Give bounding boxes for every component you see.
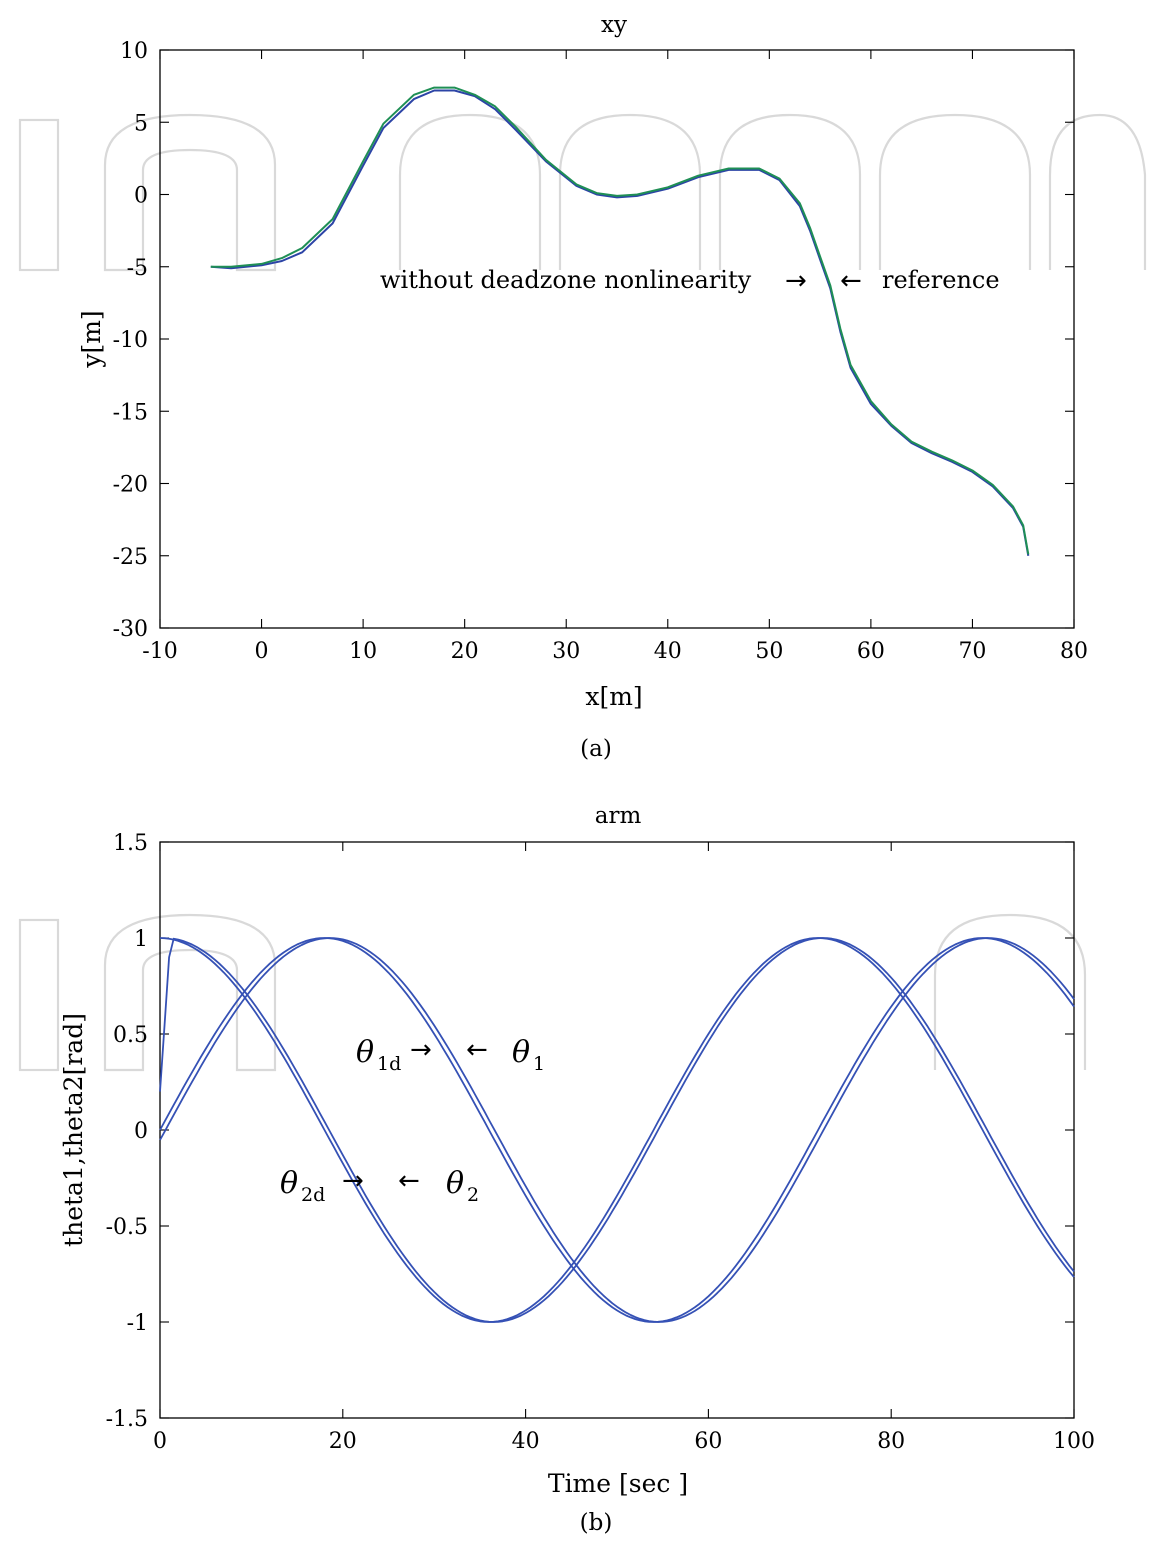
- annotation-tracked: without deadzone nonlinearity →: [380, 266, 807, 296]
- x-tick-label: -10: [142, 639, 177, 664]
- plot-frame: [159, 49, 1075, 629]
- y-tick-label: 0: [134, 1119, 148, 1144]
- plot-frame: [159, 841, 1075, 1419]
- theta2-arrow: ←: [398, 1166, 420, 1196]
- annotation-tracked-label: without deadzone nonlinearity: [380, 266, 752, 294]
- y-tick-label: 5: [134, 111, 148, 136]
- theta2d-symbol: θ: [280, 1166, 298, 1201]
- x-tick-label: 60: [694, 1429, 722, 1454]
- x-tick-label: 80: [877, 1429, 905, 1454]
- chart-xy: xy -10 0 10 20 30 40 50 60 70 801050-5-10-15-20-2…: [77, 12, 1088, 762]
- annotation-theta1: ← θ 1: [466, 1035, 545, 1075]
- x-tick-label: 80: [1060, 639, 1088, 664]
- y-axis-label: y[m]: [77, 310, 106, 368]
- series-lines: [159, 937, 1075, 1323]
- x-tick-label: 100: [1053, 1429, 1095, 1454]
- y-tick-label: 0: [134, 184, 148, 209]
- axis-ticks: -10 0 10 20 30 40 50 60 70 801050-5-10-15-20-25-3…: [113, 39, 1088, 664]
- theta1d-arrow: →: [410, 1035, 432, 1065]
- annotation-reference-label: reference: [882, 266, 1000, 294]
- chart-title: arm: [595, 803, 642, 829]
- y-tick-label: -30: [113, 617, 148, 642]
- y-axis-label: theta1,theta2[rad]: [59, 1013, 88, 1247]
- y-tick-label: -1: [127, 1311, 148, 1336]
- series-line-1: [210, 89, 1030, 556]
- theta1-arrow: ←: [466, 1035, 488, 1065]
- annotation-theta2d: θ 2d →: [280, 1166, 364, 1206]
- x-tick-label: 20: [451, 639, 479, 664]
- chart-caption: (a): [580, 736, 612, 762]
- theta2-subscript: 2: [467, 1184, 479, 1206]
- axis-ticks: 0 20 40 60 80 100 1.5 1 0.5 0 -0.5 -1 -1.5: [106, 831, 1095, 1454]
- x-tick-label: 10: [349, 639, 377, 664]
- theta-series-line-3: [159, 937, 1075, 1323]
- theta1-subscript: 1: [533, 1053, 545, 1075]
- x-tick-label: 40: [512, 1429, 540, 1454]
- y-tick-label: 10: [120, 39, 148, 64]
- chart-title: xy: [601, 12, 627, 38]
- y-tick-label: 1.5: [113, 831, 148, 856]
- annotation-tracked-arrow: →: [785, 266, 807, 296]
- y-tick-label: -25: [113, 545, 148, 570]
- annotation-reference: ← reference: [840, 266, 1000, 296]
- x-tick-label: 40: [654, 639, 682, 664]
- theta2-symbol: θ: [446, 1166, 464, 1201]
- series-lines: [210, 86, 1030, 556]
- annotation-theta2: ← θ 2: [398, 1166, 479, 1206]
- x-tick-label: 70: [958, 639, 986, 664]
- y-tick-label: 0.5: [113, 1023, 148, 1048]
- theta1d-symbol: θ: [356, 1035, 374, 1070]
- y-tick-label: -1.5: [106, 1407, 148, 1432]
- x-axis-label: x[m]: [585, 682, 642, 711]
- y-tick-label: -10: [113, 328, 148, 353]
- annotation-theta1d: θ 1d →: [356, 1035, 432, 1075]
- x-tick-label: 0: [255, 639, 269, 664]
- y-tick-label: -15: [113, 400, 148, 425]
- annotation-reference-arrow: ←: [840, 266, 862, 296]
- y-tick-label: 1: [134, 927, 148, 952]
- x-axis-label: Time [sec ]: [548, 1469, 688, 1498]
- x-tick-label: 0: [153, 1429, 167, 1454]
- theta2d-subscript: 2d: [301, 1184, 325, 1206]
- series-line-2: [210, 86, 1030, 555]
- theta2d-arrow: →: [342, 1166, 364, 1196]
- chart-caption: (b): [580, 1510, 613, 1536]
- x-tick-label: 50: [755, 639, 783, 664]
- theta1-symbol: θ: [512, 1035, 530, 1070]
- theta-series-line-4: [159, 937, 1075, 1323]
- chart-arm: arm 0 20 40 60 80 100 1.5 1 0.5 0 -0.5 -1 -1.5 Time …: [59, 803, 1095, 1536]
- theta-series-line-1: [159, 937, 1075, 1323]
- x-tick-label: 20: [329, 1429, 357, 1454]
- y-tick-label: -5: [127, 256, 148, 281]
- y-tick-label: -0.5: [106, 1215, 148, 1240]
- theta-series-line-2: [159, 937, 1075, 1323]
- y-tick-label: -20: [113, 473, 148, 498]
- x-tick-label: 30: [552, 639, 580, 664]
- theta1d-subscript: 1d: [377, 1053, 401, 1075]
- x-tick-label: 60: [857, 639, 885, 664]
- watermark: [18, 113, 1147, 1072]
